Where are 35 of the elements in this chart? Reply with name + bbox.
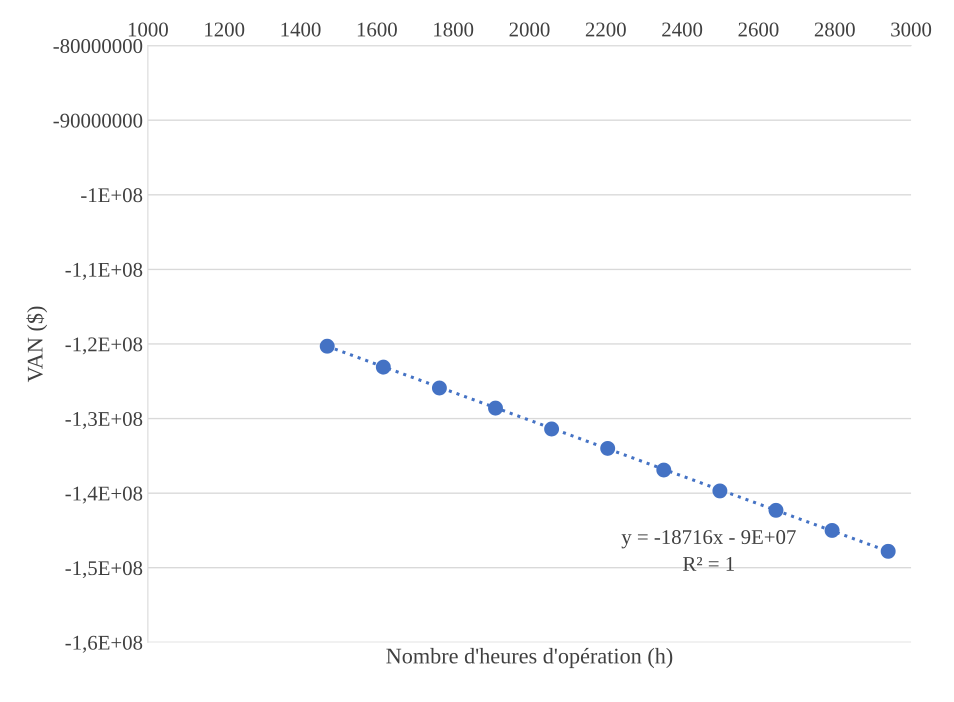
point [376,360,391,375]
x-tick-label: 2000 [510,22,550,37]
y-tick-label: -1E+08 [81,188,142,202]
point [824,522,840,538]
point [320,338,335,354]
x-tick-label: 2600 [738,22,778,37]
annotation: y = -18716x - 9E+07 [622,530,796,548]
x-tick-label: 1000 [128,22,168,37]
x-tick-label: 3000 [891,22,932,37]
point [880,544,896,559]
point [432,380,447,396]
y-axis-title: VAN ($) [26,306,48,382]
point [656,462,672,478]
y-tick-label: -1,4E+08 [66,486,142,504]
x-tick-label: 2400 [662,22,702,37]
y-tick-label: -1,1E+08 [66,262,142,280]
point [544,422,560,436]
y-tick-label: -90000000 [54,114,142,128]
point [488,400,503,416]
y-tick-label: -80000000 [54,39,142,54]
point [712,483,728,498]
x-tick-label: 1600 [358,22,397,37]
y-tick-label: -1,3E+08 [66,412,142,429]
x-axis-title: Nombre d'heures d'opération (h) [386,648,672,668]
y-tick-label: -1,2E+08 [66,337,142,354]
point [600,440,616,456]
y-tick-label: -1,6E+08 [66,636,142,653]
x-tick-label: 1400 [282,22,321,37]
x-tick-label: 1200 [205,22,244,37]
point [768,502,784,518]
x-tick-label: 1800 [434,22,474,37]
annotation: R² = 1 [683,556,734,571]
y-tick-label: -1,5E+08 [66,561,142,578]
x-tick-label: 2800 [814,22,855,37]
x-tick-label: 2200 [586,22,626,37]
